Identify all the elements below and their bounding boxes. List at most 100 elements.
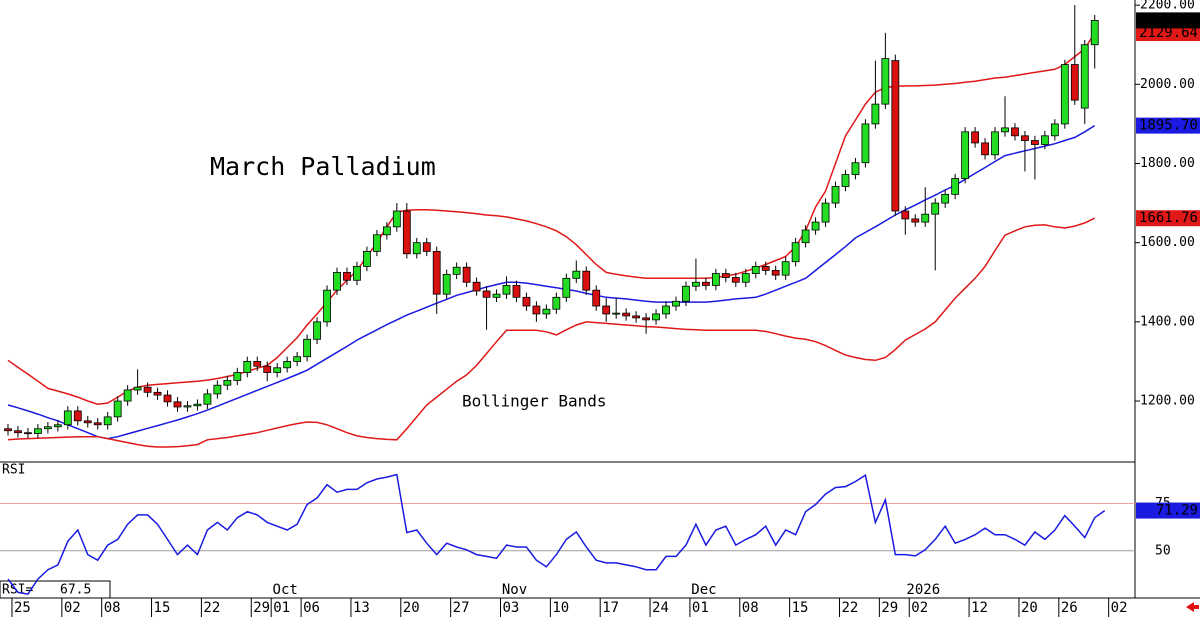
candle-body — [552, 296, 561, 310]
candle-body — [343, 271, 351, 281]
x-tick-label: 22 — [841, 600, 858, 616]
rsi-title: RSI — [2, 463, 25, 478]
candle-body — [731, 277, 740, 283]
candle-body — [961, 131, 970, 179]
candle-body — [83, 420, 92, 424]
x-tick-label: 03 — [503, 600, 520, 616]
candle-body — [233, 372, 242, 381]
y-tick-label: 1400.00 — [1140, 314, 1195, 329]
candle-body — [392, 210, 401, 228]
candle-body — [662, 305, 670, 315]
candle-body — [582, 270, 591, 291]
candle-body — [153, 391, 162, 396]
candle-body — [133, 386, 142, 391]
candle-body — [851, 162, 860, 175]
x-tick-label: 02 — [911, 600, 928, 616]
month-label: Oct — [273, 582, 298, 598]
candle-body — [353, 266, 361, 281]
x-tick-label: 15 — [154, 600, 171, 616]
last-price-label-box — [1136, 12, 1200, 29]
candle-body — [801, 229, 810, 244]
candle-body — [741, 273, 750, 283]
candle-body — [811, 221, 820, 231]
candle-body — [253, 361, 262, 367]
x-tick-label: 20 — [1021, 600, 1038, 616]
candle-body — [53, 424, 62, 428]
x-tick-label: 17 — [602, 600, 619, 616]
y-tick-label: 1200.00 — [1140, 394, 1195, 409]
candle-body — [482, 290, 491, 298]
candle-body — [572, 270, 581, 279]
candle-body — [592, 289, 601, 307]
candle-body — [43, 426, 52, 430]
band-line — [7, 124, 1096, 440]
band-value-label: 1895.70 — [1139, 118, 1198, 134]
y-tick-label: 2200.00 — [1140, 0, 1195, 13]
candle-body — [841, 174, 850, 187]
candle-body — [1070, 64, 1079, 101]
candle-body — [522, 296, 531, 307]
candle-body — [921, 213, 930, 223]
x-tick-label: 22 — [203, 600, 220, 616]
candle-body — [622, 312, 631, 317]
band-value-label: 2129.64 — [1139, 25, 1198, 41]
x-tick-label: 15 — [792, 600, 809, 616]
candle-body — [93, 422, 102, 426]
candle-body — [143, 386, 152, 393]
candle-body — [4, 428, 12, 432]
candle-body — [303, 338, 312, 358]
candle-body — [1031, 140, 1039, 145]
candle-body — [971, 131, 979, 144]
y-tick-label: 2000.00 — [1140, 77, 1195, 92]
candle-body — [821, 202, 830, 223]
candle-body — [871, 103, 880, 125]
x-tick-label: 26 — [1061, 600, 1078, 616]
band-line — [7, 217, 1096, 448]
candle-body — [692, 281, 700, 287]
readout-value: 67.5 — [60, 583, 91, 598]
candle-body — [34, 428, 42, 434]
candle-body — [283, 361, 292, 369]
x-tick-label: 08 — [104, 600, 121, 616]
candle-body — [702, 281, 710, 286]
candle-body — [652, 313, 660, 321]
candle-body — [113, 400, 122, 418]
annotation: Bollinger Bands — [462, 392, 607, 411]
candle-body — [512, 285, 521, 298]
band-value-label-box — [1136, 117, 1200, 134]
candle-body — [382, 226, 391, 236]
candle-body — [492, 293, 501, 298]
candle-body — [771, 269, 780, 276]
candle-body — [502, 285, 511, 295]
candle-body — [881, 58, 890, 105]
readout-label: RSI= — [2, 583, 33, 598]
candle-body — [462, 266, 471, 283]
candle-body — [243, 361, 252, 373]
x-tick-label: 29 — [881, 600, 898, 616]
scroll-arrow[interactable] — [1186, 602, 1199, 612]
candle-body — [402, 210, 411, 255]
candle-body — [751, 266, 760, 274]
y-tick-label: 1600.00 — [1140, 235, 1195, 250]
candle-body — [642, 317, 650, 321]
x-tick-label: 01 — [692, 600, 709, 616]
candle-body — [1050, 123, 1059, 137]
candle-body — [941, 193, 950, 204]
candle-body — [412, 242, 421, 255]
candle-body — [831, 186, 840, 204]
candle-body — [781, 261, 790, 276]
x-tick-label: 20 — [403, 600, 420, 616]
candle-body — [1040, 135, 1049, 145]
candle-body — [721, 273, 730, 278]
rsi-line — [7, 473, 1106, 596]
last-price-label: 2161.50 — [1139, 12, 1198, 28]
y-tick-label: 50 — [1155, 543, 1171, 558]
candle-body — [532, 305, 541, 315]
candle-body — [452, 266, 461, 275]
candle-body — [1011, 127, 1019, 137]
candle-body — [1001, 127, 1009, 133]
candle-body — [293, 356, 302, 362]
candle-body — [103, 416, 112, 426]
candle-body — [1090, 19, 1099, 46]
